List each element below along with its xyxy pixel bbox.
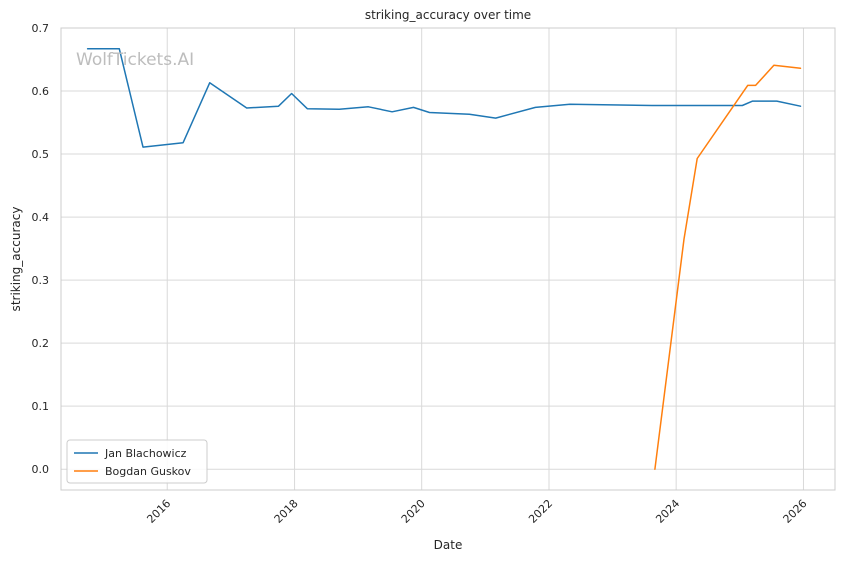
chart-title: striking_accuracy over time [365,8,531,22]
series-line-bogdan-guskov [654,64,802,470]
y-tick-label: 0.1 [32,400,50,413]
series-layer [86,48,802,470]
y-axis-label: striking_accuracy [9,207,23,312]
x-tick-label: 2024 [653,497,682,526]
y-tick-label: 0.6 [32,85,50,98]
x-tick-label: 2020 [399,497,428,526]
y-tick-label: 0.2 [32,337,50,350]
x-tick-label: 2026 [781,497,810,526]
legend-label-bogdan-guskov: Bogdan Guskov [105,465,191,478]
y-tick-label: 0.4 [32,211,50,224]
y-tick-label: 0.0 [32,463,50,476]
legend: Jan Blachowicz Bogdan Guskov [66,439,208,484]
x-axis-label: Date [434,538,463,552]
grid [61,27,835,490]
plot-frame [60,27,836,491]
x-tick-label: 2018 [272,497,301,526]
series-line-jan-blachowicz [86,48,802,148]
y-tick-label: 0.5 [32,148,50,161]
watermark: WolfTickets.AI [76,50,194,70]
x-tick-label: 2016 [144,497,173,526]
y-tick-label: 0.3 [32,274,50,287]
x-tick-label: 2022 [526,497,555,526]
y-tick-label: 0.7 [32,22,50,35]
legend-label-jan-blachowicz: Jan Blachowicz [104,447,187,460]
legend-box [66,439,208,484]
